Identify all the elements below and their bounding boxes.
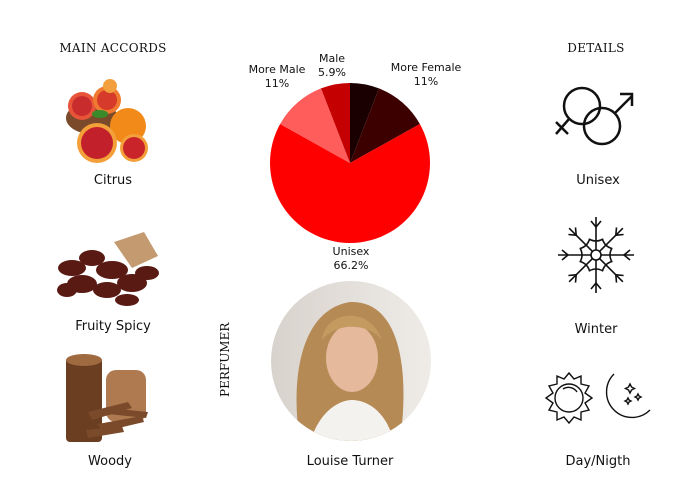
detail-label-winter: Winter	[574, 322, 618, 337]
pie-slice-unlabeled-0	[350, 83, 379, 163]
pie-label-more-female-value: 11%	[413, 75, 439, 88]
pie-label-more-female: More Female 11%	[391, 61, 462, 89]
pie-label-male-name: Male	[318, 52, 346, 65]
woody-image	[66, 354, 148, 442]
pie-label-more-male: More Male 11%	[249, 63, 306, 91]
pie-slice-male	[321, 83, 350, 163]
pie-label-male: Male 5.9%	[318, 52, 346, 80]
perfumer-name: Louise Turner	[306, 454, 394, 469]
perfumer-photo	[271, 281, 431, 441]
detail-label-day-night: Day/Nigth	[565, 454, 631, 469]
pie-slice-unisex	[270, 124, 430, 244]
sun-moon-icon	[544, 371, 651, 425]
gender-symbols-icon	[555, 86, 634, 146]
snowflake-icon	[557, 217, 635, 294]
detail-label-unisex: Unisex	[576, 173, 620, 188]
pie-label-unisex-value: 66.2%	[333, 259, 369, 272]
pie-slice-more-male	[280, 88, 350, 163]
pie-label-more-female-name: More Female	[390, 61, 462, 74]
pie-label-unisex-name: Unisex	[332, 245, 370, 258]
pie-label-unisex: Unisex 66.2%	[333, 245, 370, 273]
pie-slice-more-female	[350, 88, 420, 163]
fruity-spicy-image	[57, 232, 159, 306]
details-heading: DETAILS	[567, 41, 625, 55]
accord-label-woody: Woody	[88, 454, 132, 469]
accord-label-fruity-spicy: Fruity Spicy	[75, 319, 151, 334]
pie-label-more-male-name: More Male	[248, 63, 306, 76]
accord-label-citrus: Citrus	[93, 173, 133, 188]
pie-label-male-value: 5.9%	[318, 66, 346, 79]
main-accords-heading: MAIN ACCORDS	[59, 41, 167, 55]
citrus-image	[66, 79, 148, 163]
pie-label-more-male-value: 11%	[264, 77, 290, 90]
perfumer-heading: PERFUMER	[218, 322, 232, 397]
gender-pie-chart	[270, 83, 430, 244]
